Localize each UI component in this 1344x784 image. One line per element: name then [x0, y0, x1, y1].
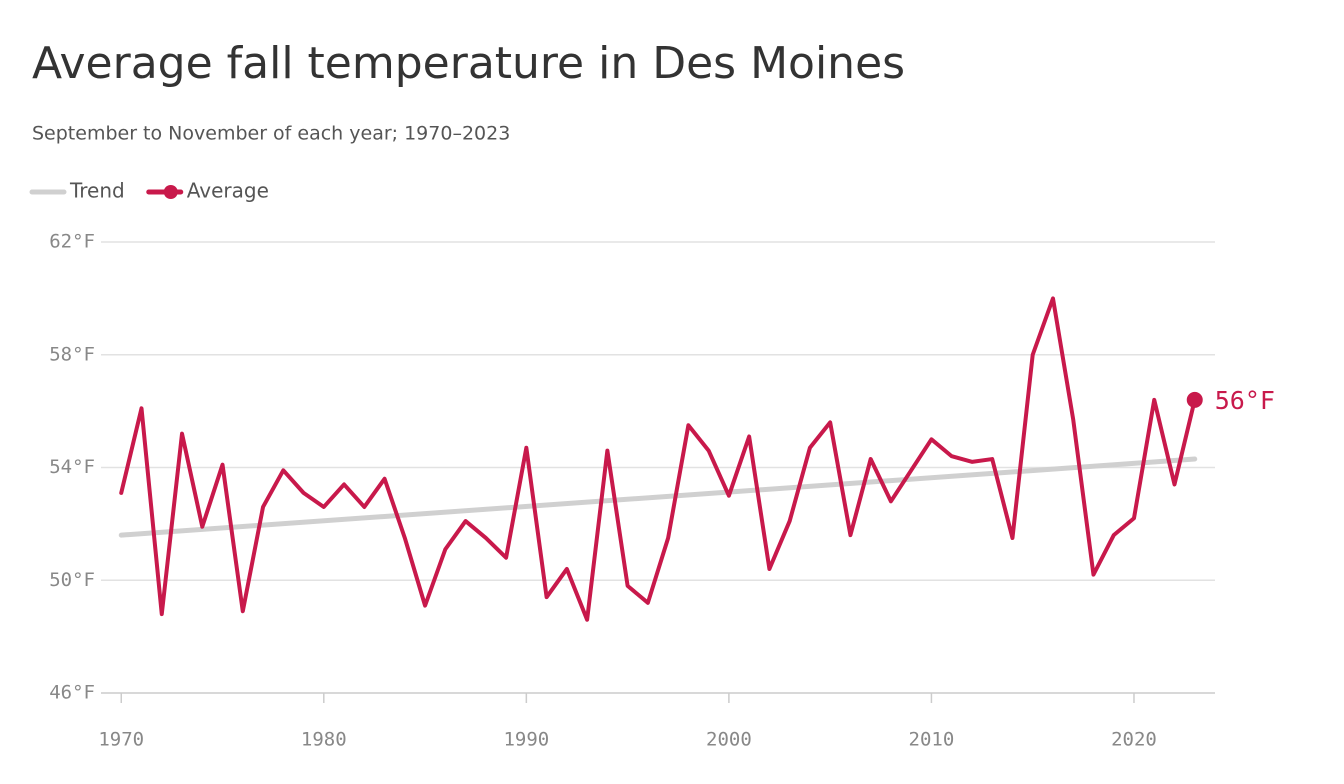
legend-label: Trend: [69, 179, 125, 203]
y-tick-label: 54°F: [49, 456, 95, 478]
average-line: [119, 296, 1197, 622]
y-tick-label: 58°F: [49, 343, 95, 365]
chart-subtitle: September to November of each year; 1970…: [32, 123, 510, 145]
x-tick-label: 2010: [909, 729, 955, 751]
x-tick-label: 1990: [503, 729, 549, 751]
legend-label: Average: [187, 179, 269, 203]
x-tick-label: 1970: [98, 729, 144, 751]
y-tick-label: 46°F: [49, 682, 95, 704]
legend-dot: [163, 185, 178, 199]
end-point: [1186, 391, 1203, 408]
trend-line: [118, 456, 1198, 538]
x-tick-label: 1980: [301, 729, 347, 751]
value-label: 56°F: [1215, 386, 1275, 415]
x-tick-label: 2020: [1111, 729, 1157, 751]
y-tick-label: 62°F: [49, 231, 95, 253]
chart-title: Average fall temperature in Des Moines: [32, 38, 905, 89]
x-tick-label: 2000: [706, 729, 752, 751]
y-tick-label: 50°F: [49, 569, 95, 591]
